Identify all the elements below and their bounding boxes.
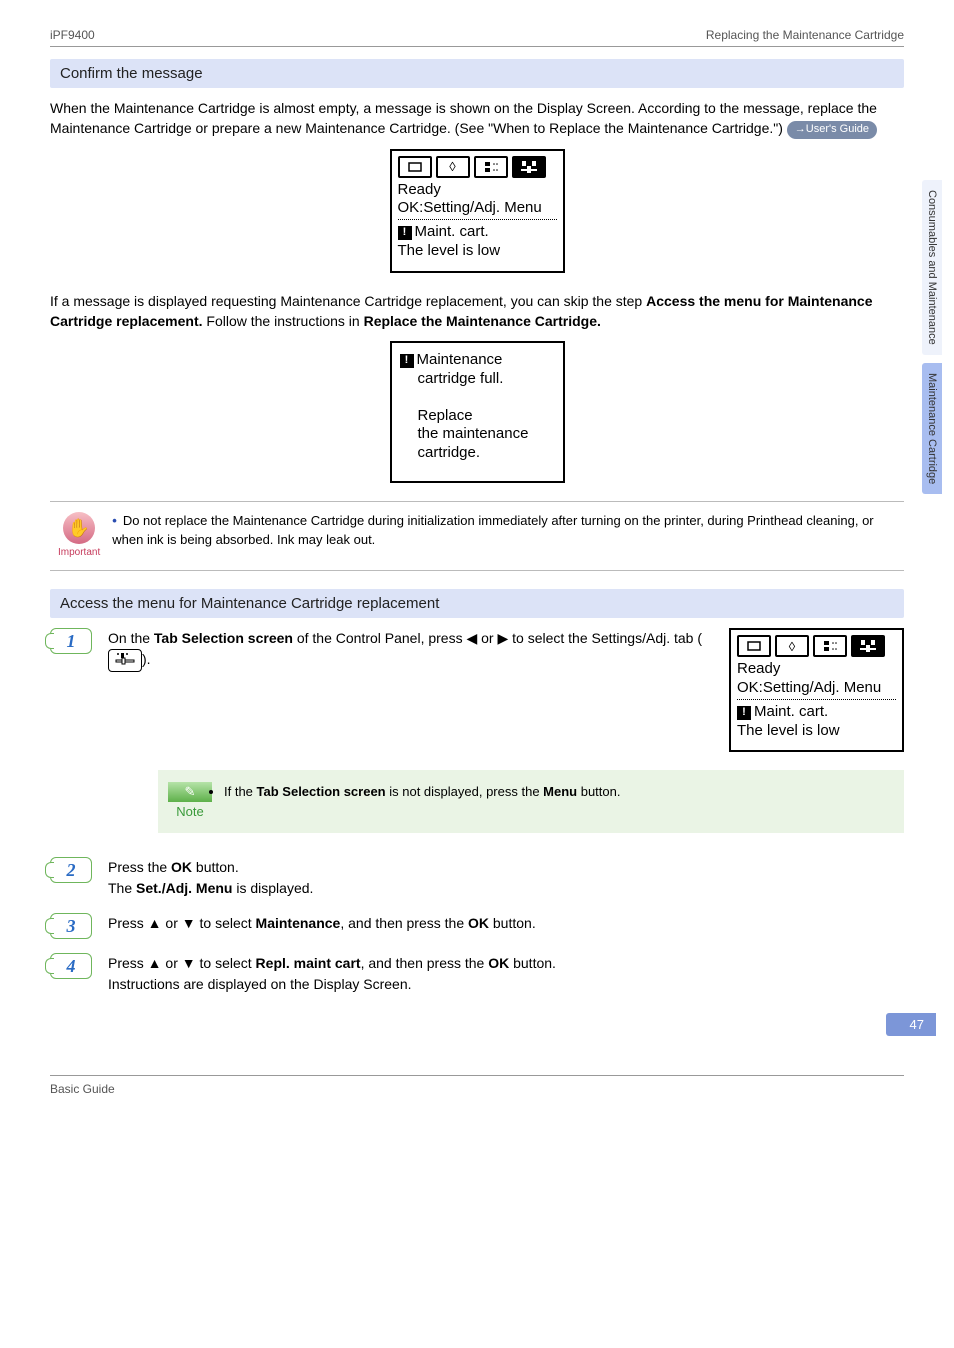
lcd-tab-job-icon: [474, 156, 508, 178]
lcd-screen-ready: ◊ Ready OK:Setting/Adj. Menu !Maint. car…: [390, 149, 565, 273]
step-2: 2 Press the OK button. The Set./Adj. Men…: [50, 857, 904, 899]
lcd-tab-settings-icon: [851, 635, 885, 657]
lcd-line-ready: Ready: [398, 181, 557, 200]
step-number-3: 3: [50, 913, 92, 939]
important-icon: ✋: [63, 512, 95, 544]
lcd-line-maint: !Maint. cart.: [398, 223, 557, 242]
step-1-text: On the Tab Selection screen of the Contr…: [108, 628, 709, 672]
skip-step-paragraph: If a message is displayed requesting Mai…: [50, 291, 904, 332]
users-guide-link[interactable]: →User's Guide: [787, 121, 877, 139]
side-tab-maintenance-cartridge[interactable]: Maintenance Cartridge: [922, 363, 942, 494]
note-bullet: If the Tab Selection screen is not displ…: [224, 782, 620, 802]
lcd-divider: [398, 219, 557, 220]
lcd-screen-full: !Maintenance cartridge full. Replace the…: [390, 341, 565, 483]
note-icon: ✎: [168, 782, 212, 802]
side-tab-consumables[interactable]: Consumables and Maintenance: [922, 180, 942, 355]
warning-icon: !: [400, 354, 414, 368]
step-number-1: 1: [50, 628, 92, 654]
page-top-bar: iPF9400 Replacing the Maintenance Cartri…: [50, 28, 904, 47]
lcd-screen-step1: ◊ Ready OK:Setting/Adj. Menu !Maint. car…: [729, 628, 904, 752]
important-callout: ✋ Important Do not replace the Maintenan…: [50, 501, 904, 572]
lcd-tab-ink-icon: ◊: [436, 156, 470, 178]
note-label: Note: [168, 802, 212, 822]
warning-icon: !: [398, 226, 412, 240]
lcd-line-ok: OK:Setting/Adj. Menu: [398, 199, 557, 218]
step-2-text: Press the OK button. The Set./Adj. Menu …: [108, 857, 904, 899]
step-3: 3 Press ▲ or ▼ to select Maintenance, an…: [50, 913, 904, 939]
important-bullet: Do not replace the Maintenance Cartridge…: [112, 512, 896, 550]
step-number-4: 4: [50, 953, 92, 979]
lcd-tab-job-icon: [813, 635, 847, 657]
step-number-2: 2: [50, 857, 92, 883]
step-3-text: Press ▲ or ▼ to select Maintenance, and …: [108, 913, 904, 934]
important-label: Important: [58, 546, 100, 561]
lcd-line-low: The level is low: [398, 242, 557, 261]
lcd-tab-paper-icon: [398, 156, 432, 178]
model-name: iPF9400: [50, 28, 95, 42]
lcd-tab-paper-icon: [737, 635, 771, 657]
settings-tab-icon: [108, 649, 142, 672]
step-4-text: Press ▲ or ▼ to select Repl. maint cart,…: [108, 953, 904, 995]
step-1: 1 On the Tab Selection screen of the Con…: [50, 628, 904, 843]
page-number: 47: [886, 1013, 936, 1036]
footer: Basic Guide: [50, 1075, 904, 1096]
section-access-menu: Access the menu for Maintenance Cartridg…: [50, 589, 904, 618]
lcd-tab-settings-icon: [512, 156, 546, 178]
sidebar-tabs: Consumables and Maintenance Maintenance …: [922, 180, 942, 494]
step-4: 4 Press ▲ or ▼ to select Repl. maint car…: [50, 953, 904, 995]
section-confirm-message: Confirm the message: [50, 59, 904, 88]
note-callout: ✎ Note If the Tab Selection screen is no…: [158, 770, 904, 833]
intro-paragraph: When the Maintenance Cartridge is almost…: [50, 98, 904, 139]
lcd-tabs: ◊: [398, 156, 557, 178]
page-topic: Replacing the Maintenance Cartridge: [706, 28, 904, 42]
lcd-tab-ink-icon: ◊: [775, 635, 809, 657]
